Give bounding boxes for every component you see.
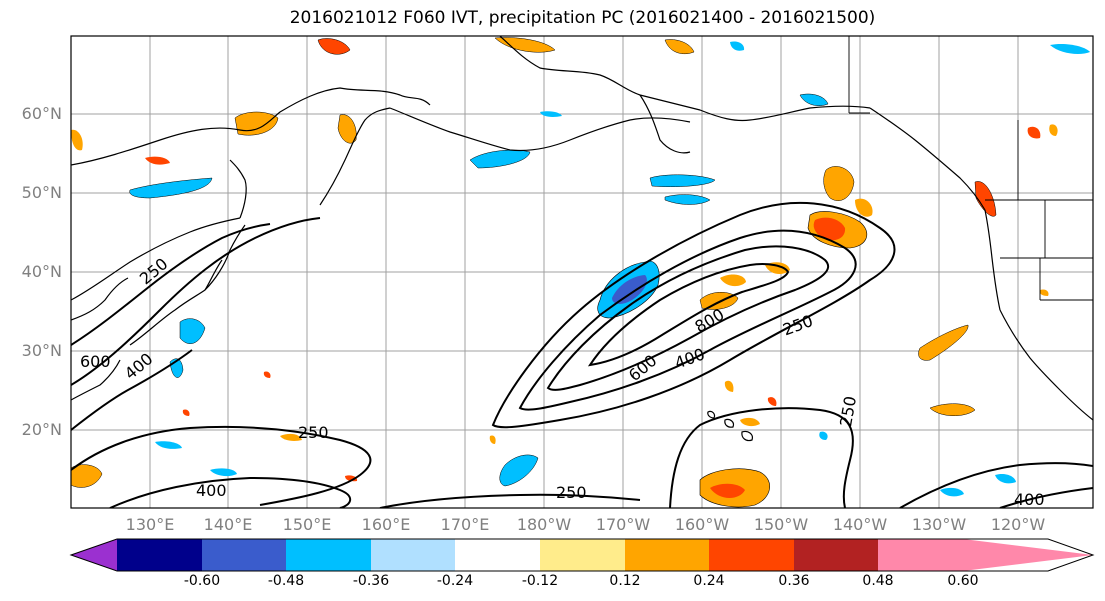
lon-label: 180°W — [516, 515, 572, 534]
map-title: 2016021012 F060 IVT, precipitation PC (2… — [289, 8, 876, 28]
lon-label: 150°E — [282, 515, 332, 534]
colorbar-segment — [540, 539, 625, 571]
colorbar-tick-label: 0.48 — [862, 573, 894, 589]
lat-label: 60°N — [21, 104, 62, 123]
colorbar-tick-label: -0.48 — [267, 573, 305, 589]
colorbar-tick-label: -0.36 — [352, 573, 390, 589]
lon-label: 140°W — [832, 515, 888, 534]
lon-label: 150°W — [753, 515, 809, 534]
map-frame — [70, 35, 1094, 509]
lat-label: 30°N — [21, 341, 62, 360]
colorbar-tick-label: -0.24 — [436, 573, 474, 589]
colorbar-tick-label: 0.36 — [778, 573, 810, 589]
colorbar-segment — [117, 539, 202, 571]
colorbar-segment — [202, 539, 286, 571]
lon-label: 130°W — [911, 515, 967, 534]
colorbar-tick-label: 0.60 — [947, 573, 979, 589]
contour-label: 250 — [298, 423, 329, 442]
colorbar-segment — [455, 539, 540, 571]
ivt-contours — [71, 201, 1093, 508]
contour-label: 600 — [80, 352, 111, 371]
lon-label: 160°W — [674, 515, 730, 534]
lat-label: 20°N — [21, 420, 62, 439]
colorbar-max-extension — [963, 539, 1093, 571]
colorbar — [69, 538, 1095, 572]
lon-label: 170°E — [440, 515, 490, 534]
colorbar-segment — [371, 539, 455, 571]
contour-label: 400 — [1014, 490, 1045, 509]
lon-label: 130°E — [125, 515, 175, 534]
political-borders — [848, 36, 1093, 301]
lon-label: 140°E — [203, 515, 253, 534]
lon-label: 120°W — [990, 515, 1046, 534]
lon-label: 170°W — [595, 515, 651, 534]
contour-label: 250 — [556, 483, 587, 502]
colorbar-tick-label: -0.60 — [183, 573, 221, 589]
colorbar-segment — [625, 539, 709, 571]
colorbar-segment — [709, 539, 794, 571]
lat-label: 40°N — [21, 262, 62, 281]
colorbar-segment — [286, 539, 371, 571]
colorbar-min-extension — [71, 539, 117, 571]
colorbar-segment — [794, 539, 878, 571]
colorbar-tick-label: 0.12 — [609, 573, 641, 589]
contour-label: 400 — [196, 481, 227, 500]
lon-label: 160°E — [361, 515, 411, 534]
lat-label: 50°N — [21, 183, 62, 202]
colorbar-tick-label: -0.12 — [521, 573, 559, 589]
colorbar-segment — [878, 539, 963, 571]
colorbar-tick-label: 0.24 — [693, 573, 725, 589]
coastlines — [71, 36, 1093, 442]
gridlines — [71, 36, 1093, 508]
